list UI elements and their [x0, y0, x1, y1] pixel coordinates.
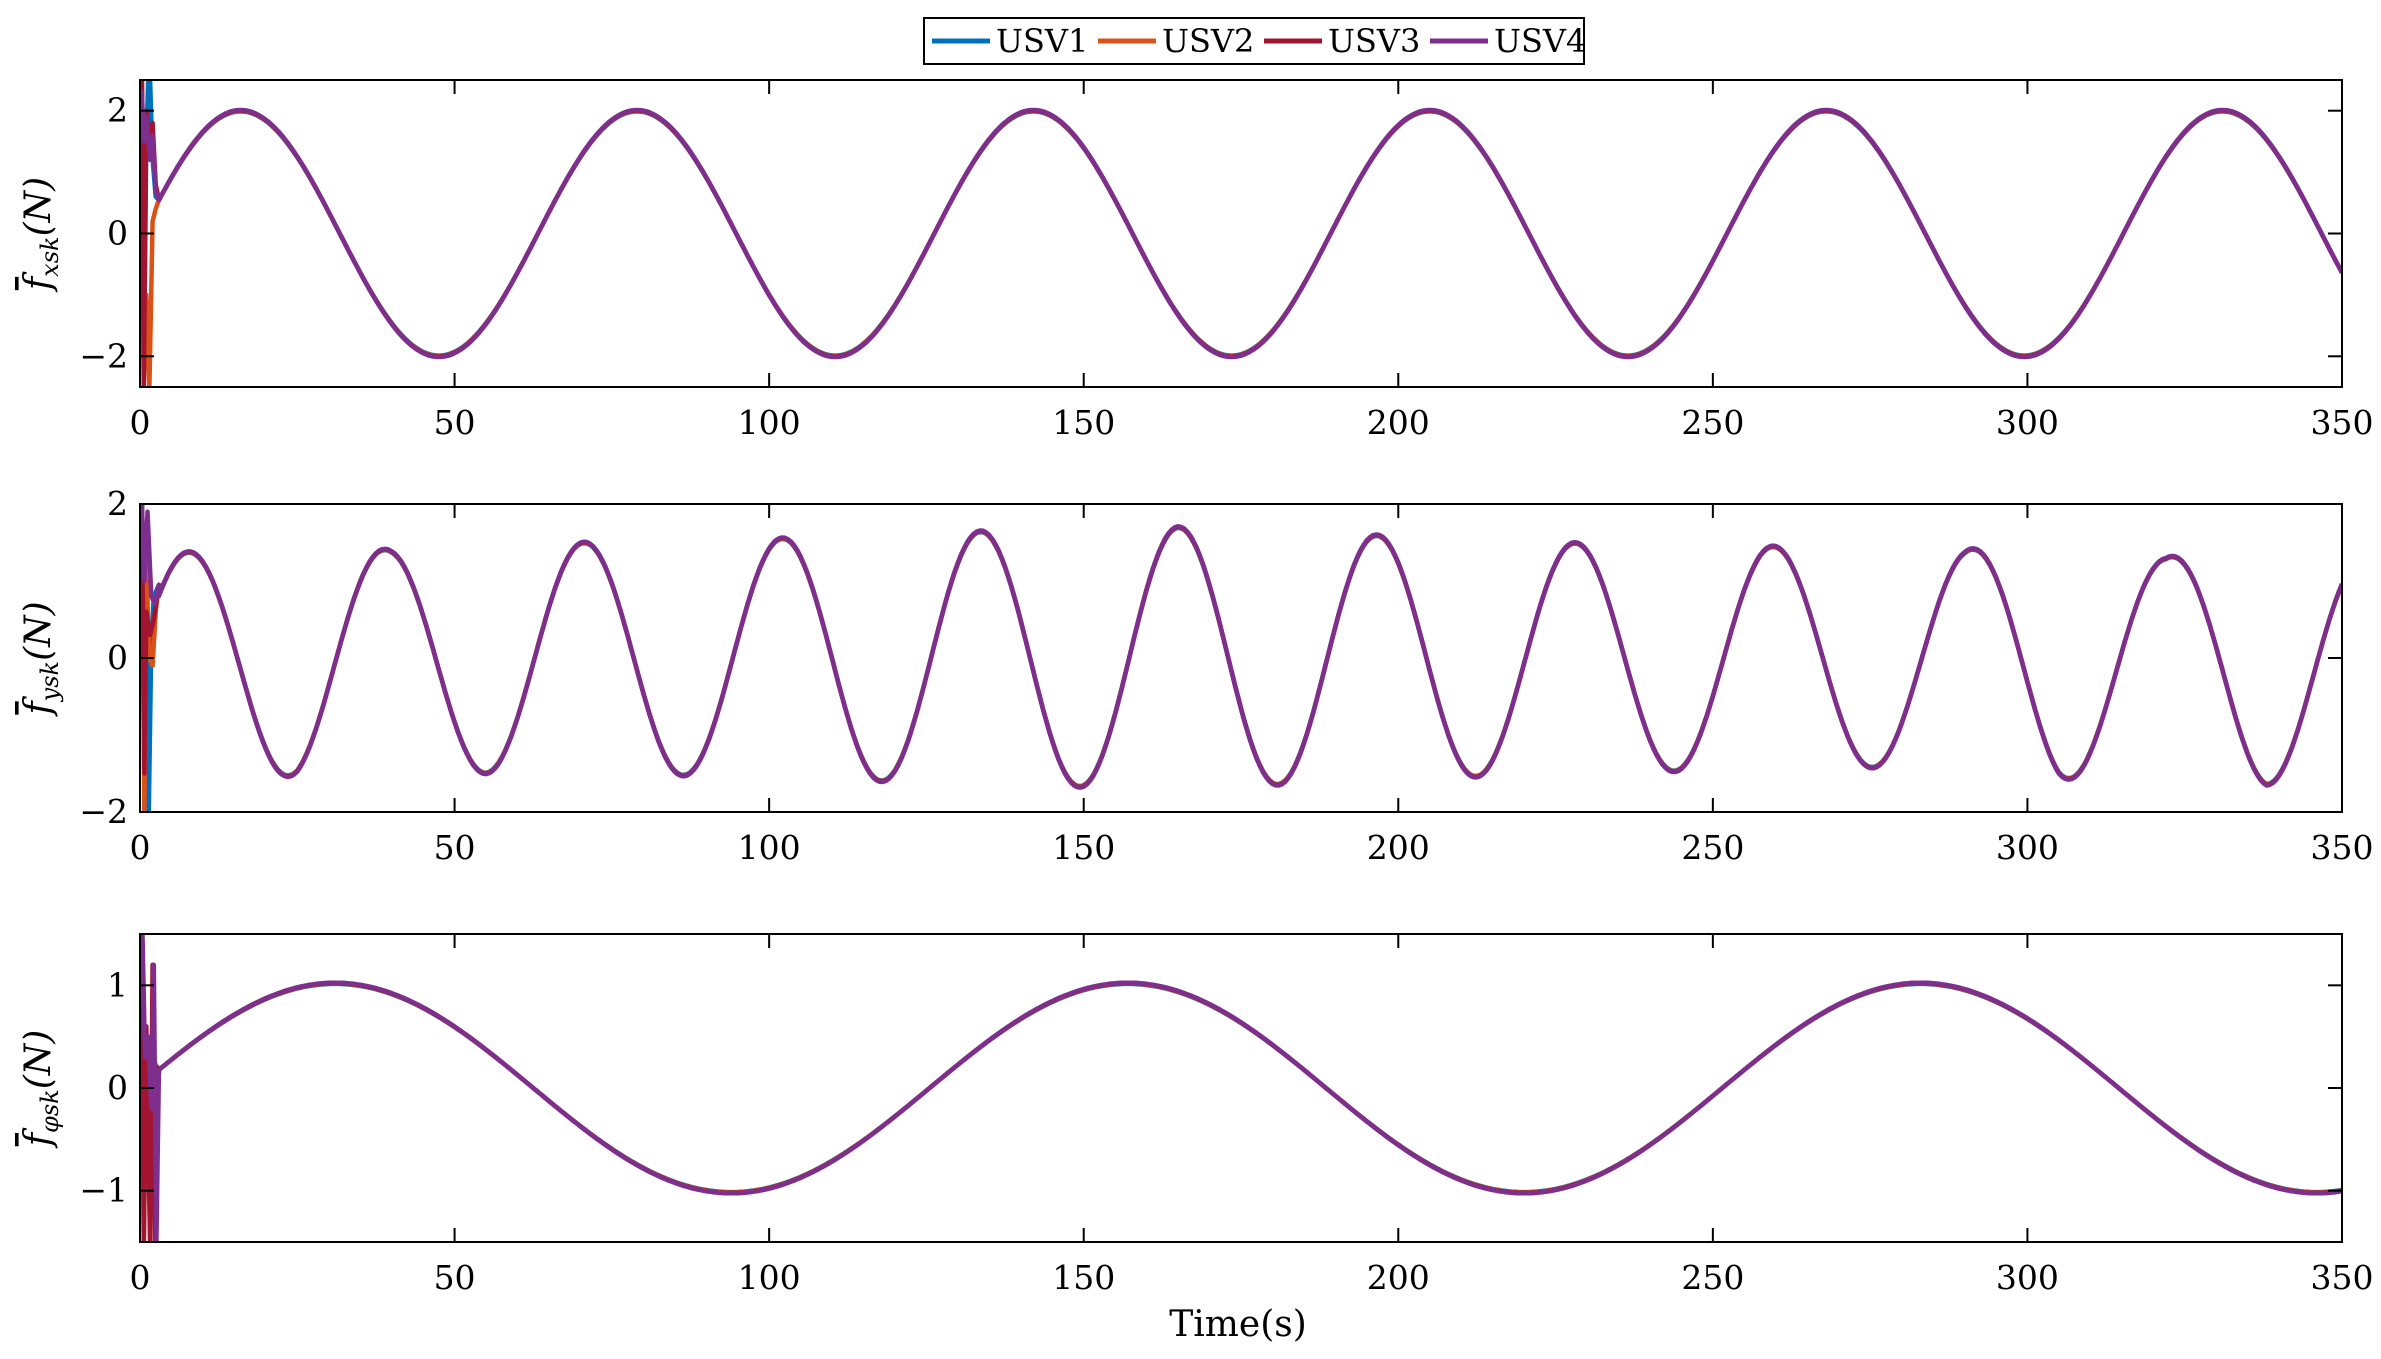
x-tick-label: 200 — [1367, 1258, 1430, 1297]
legend-label: USV4 — [1494, 22, 1586, 60]
y-label-unit: (N) — [18, 1030, 59, 1090]
series-lines — [140, 80, 2342, 387]
x-tick-label: 300 — [1996, 1258, 2059, 1297]
y-tick-label: −2 — [79, 792, 128, 831]
y-tick-label: 2 — [107, 484, 128, 523]
x-tick-label: 200 — [1367, 828, 1430, 867]
y-label-subscript: φsk — [36, 1089, 64, 1133]
x-tick-label: 100 — [738, 828, 801, 867]
series-line-usv4 — [140, 90, 2342, 360]
x-tick-label: 250 — [1681, 828, 1744, 867]
x-tick-label: 0 — [130, 403, 151, 442]
x-tick-label: 300 — [1996, 403, 2059, 442]
y-tick-label: 0 — [107, 1068, 128, 1107]
x-tick-label: 50 — [434, 828, 476, 867]
x-tick-label: 250 — [1681, 1258, 1744, 1297]
y-label-subscript: xsk — [36, 236, 64, 276]
legend-entry-usv2: USV2 — [1098, 22, 1254, 60]
x-tick-label: 50 — [434, 403, 476, 442]
x-tick-label: 50 — [434, 1258, 476, 1297]
legend-label: USV2 — [1162, 22, 1254, 60]
y-label-subscript: ysk — [36, 661, 64, 702]
y-tick-label: −2 — [79, 336, 128, 375]
legend-entry-usv4: USV4 — [1430, 22, 1586, 60]
y-tick-label: 1 — [107, 965, 128, 1004]
x-tick-label: 350 — [2311, 403, 2374, 442]
x-tick-label: 0 — [130, 828, 151, 867]
x-tick-label: 250 — [1681, 403, 1744, 442]
y-axis-label: fφsk(N) — [18, 1030, 64, 1150]
y-tick-label: −1 — [79, 1171, 128, 1210]
y-tick-label: 2 — [107, 91, 128, 130]
x-tick-label: 300 — [1996, 828, 2059, 867]
x-tick-label: 100 — [738, 403, 801, 442]
x-tick-label: 150 — [1052, 1258, 1115, 1297]
x-tick-label: 200 — [1367, 403, 1430, 442]
x-tick-label: 350 — [2311, 828, 2374, 867]
legend-entry-usv3: USV3 — [1264, 22, 1420, 60]
legend-label: USV1 — [996, 22, 1088, 60]
y-label-unit: (N) — [18, 177, 59, 237]
x-tick-label: 350 — [2311, 1258, 2374, 1297]
series-line-usv4 — [140, 504, 2342, 790]
series-line-usv4 — [140, 934, 2342, 1242]
series-lines — [140, 934, 2342, 1242]
x-tick-label: 150 — [1052, 403, 1115, 442]
legend-entry-usv1: USV1 — [932, 22, 1088, 60]
y-axis-label: fxsk(N) — [18, 177, 64, 293]
y-tick-label: 0 — [107, 638, 128, 677]
legend: USV1 USV2 USV3 USV4 — [923, 17, 1586, 65]
y-tick-label: 0 — [107, 214, 128, 253]
legend-label: USV3 — [1328, 22, 1420, 60]
y-label-unit: (N) — [18, 601, 59, 661]
x-tick-label: 150 — [1052, 828, 1115, 867]
series-lines — [140, 504, 2342, 812]
x-tick-label: 100 — [738, 1258, 801, 1297]
x-tick-label: 0 — [130, 1258, 151, 1297]
subplot-3: 0 50 100 150 200 250 300 350 −1 0 1 fφsk(N) — [18, 933, 2374, 1297]
x-axis-label: Time(s) — [1169, 1304, 1307, 1345]
y-axis-label: fysk(N) — [18, 601, 64, 717]
